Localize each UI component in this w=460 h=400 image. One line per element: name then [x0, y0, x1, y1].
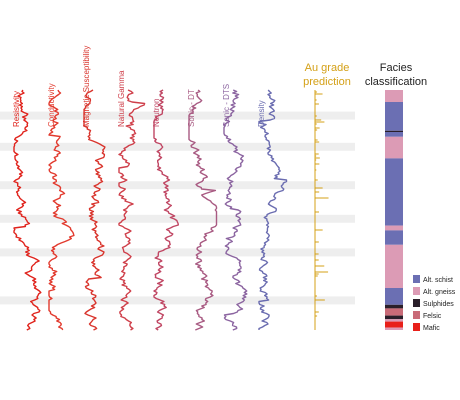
legend-label: Alt. gneiss — [423, 289, 456, 296]
facies-segment — [385, 130, 403, 132]
track-label: Density — [257, 100, 266, 127]
facies-segment — [385, 304, 403, 309]
track-label: Natural Gamma — [117, 70, 126, 127]
legend-swatch — [413, 323, 420, 331]
facies-segment — [385, 327, 403, 330]
highlight-bands — [0, 111, 355, 305]
facies-segment — [385, 288, 403, 305]
au-grade-track — [314, 90, 329, 330]
au-grade-title-line1: Au grade — [305, 62, 350, 74]
log-curve — [223, 89, 248, 331]
log-curve — [83, 89, 106, 331]
legend-swatch — [413, 287, 420, 295]
track-label: Sonic - DTS — [222, 84, 231, 127]
legend-label: Felsic — [423, 313, 442, 320]
facies-segment — [385, 158, 403, 226]
legend-swatch — [413, 311, 420, 319]
facies-column — [385, 90, 403, 330]
log-curve — [13, 89, 42, 331]
facies-segment — [385, 102, 403, 131]
log-curve — [118, 89, 146, 331]
highlight-band — [0, 248, 355, 257]
au-grade-title-line2: prediction — [303, 76, 351, 88]
highlight-band — [0, 142, 355, 151]
facies-segment — [385, 90, 403, 102]
facies-segment — [385, 308, 403, 316]
facies-title-line1: Facies — [380, 62, 413, 74]
facies-legend: Alt. schist Alt. gneiss Sulphides Felsic Maf… — [413, 275, 456, 332]
facies-segment — [385, 315, 403, 320]
facies-segment — [385, 132, 403, 137]
facies-segment — [385, 319, 403, 322]
legend-swatch — [413, 299, 420, 307]
track-labels: Resistivity Conductivity Magnetic Suscepti… — [12, 46, 266, 127]
track-label: Magnetic Susceptibility — [82, 46, 91, 127]
facies-segment — [385, 230, 403, 245]
legend-label: Mafic — [423, 325, 440, 332]
log-curve — [258, 89, 288, 330]
track-label: Sonic - DT — [187, 89, 196, 127]
facies-title-line2: classification — [365, 76, 427, 88]
log-curve — [48, 89, 75, 331]
track-label: Resistivity — [12, 91, 21, 127]
facies-segment — [385, 225, 403, 231]
track-label: Conductivity — [47, 83, 56, 127]
highlight-band — [0, 296, 355, 305]
legend-swatch — [413, 275, 420, 283]
log-tracks — [13, 89, 288, 331]
highlight-band — [0, 214, 355, 223]
legend-label: Sulphides — [423, 301, 454, 308]
legend-label: Alt. schist — [423, 277, 453, 284]
facies-segment — [385, 321, 403, 328]
facies-segment — [385, 244, 403, 288]
log-curve — [153, 89, 180, 331]
facies-segment — [385, 136, 403, 159]
highlight-band — [0, 111, 355, 120]
highlight-band — [0, 181, 355, 190]
track-label: Neutron — [152, 99, 161, 127]
log-curve — [188, 89, 218, 331]
